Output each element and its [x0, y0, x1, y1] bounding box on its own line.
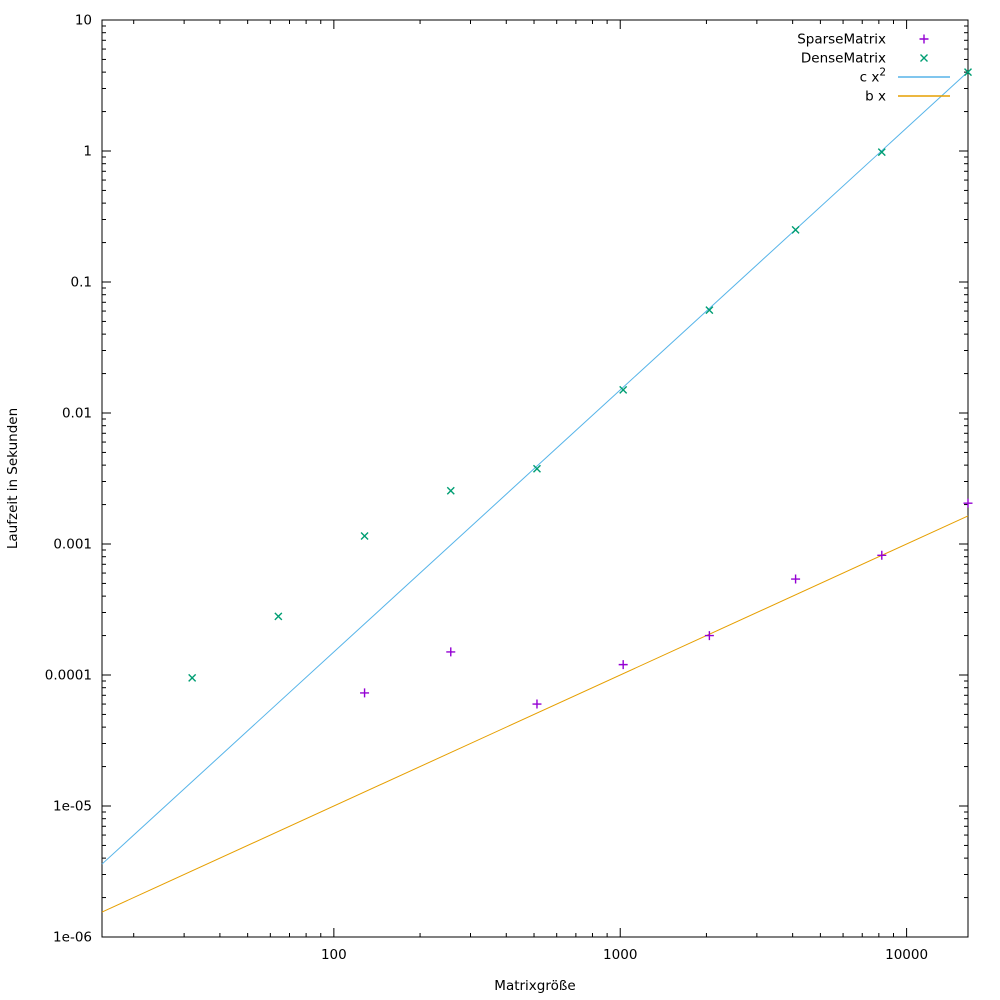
legend-label: SparseMatrix: [797, 32, 886, 48]
series: [101, 68, 973, 913]
points-sparsematrix: [360, 498, 973, 709]
y-tick-label: 0.1: [71, 275, 92, 291]
line-c-x: [101, 71, 969, 865]
cross-markers: [188, 68, 972, 682]
plot-border: [101, 19, 969, 938]
axes: 100 1000 10000 10 1 0.1 0.01 0.001 0.0001 1e-05 1e…: [45, 13, 969, 963]
y-tick-label: 0.001: [53, 537, 92, 553]
x-tick-label: 1000: [603, 947, 637, 963]
legend-label: b x: [865, 89, 886, 105]
legend-cross-marker: [920, 54, 928, 62]
x-tick-label: 100: [321, 947, 347, 963]
plus-markers: [360, 498, 973, 709]
legend-entry-densematrix: DenseMatrix: [801, 51, 928, 67]
legend-entry-c-x: c x2: [860, 67, 950, 86]
y-tick-label: 1: [83, 144, 92, 160]
y-axis-title: Laufzeit in Sekunden: [5, 408, 21, 549]
x-axis-title: Matrixgröße: [494, 978, 575, 994]
legend-plus-marker: [919, 34, 929, 44]
y-tick-label: 1e-06: [53, 930, 92, 946]
legend-label: c x2: [860, 67, 886, 86]
legend-entry-b-x: b x: [865, 89, 950, 105]
y-tick-label: 10: [75, 13, 92, 29]
y-tick-label: 0.01: [62, 406, 92, 422]
x-tick-label: 10000: [885, 947, 928, 963]
legend-label: DenseMatrix: [801, 51, 886, 67]
legend-entry-sparsematrix: SparseMatrix: [797, 32, 929, 48]
line-b-x: [101, 515, 969, 913]
y-tick-label: 0.0001: [45, 668, 92, 684]
y-tick-label: 1e-05: [53, 799, 92, 815]
points-densematrix: [188, 68, 972, 682]
